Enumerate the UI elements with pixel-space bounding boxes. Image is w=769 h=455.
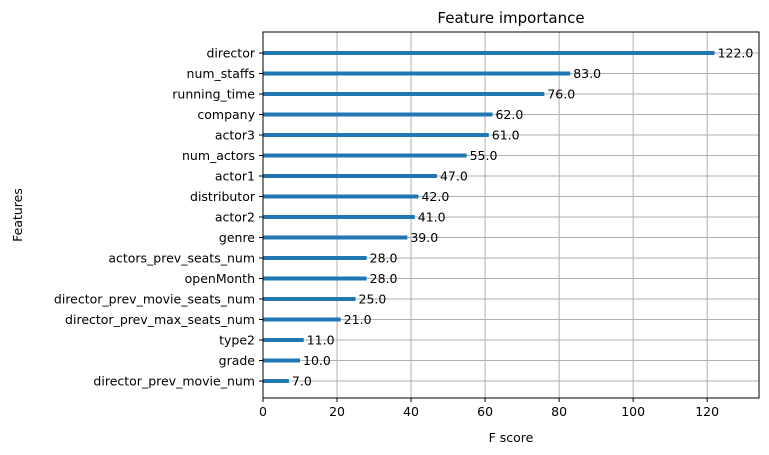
data-label: 7.0 — [292, 374, 312, 389]
bars — [263, 51, 715, 383]
x-axis-ticks: 0 20 40 60 80 100 120 — [259, 398, 719, 419]
bar-director_prev_movie_seats_num — [263, 297, 356, 301]
data-labels: 122.0 83.0 76.0 62.0 61.0 55.047.0 42.0 41.0 39.… — [292, 46, 754, 389]
data-label: 41.0 — [418, 210, 446, 225]
x-axis-label: F score — [489, 430, 534, 445]
data-label: 28.0 — [370, 251, 398, 266]
data-label: 28.0 — [370, 271, 398, 286]
data-label: 76.0 — [547, 87, 575, 102]
bar-director_prev_max_seats_num — [263, 317, 341, 322]
y-tick-label: company — [197, 107, 255, 122]
plot-frame — [262, 31, 760, 399]
y-tick-label: actor1 — [215, 169, 255, 184]
y-tick-label: type2 — [219, 333, 255, 348]
x-tick-label: 0 — [259, 404, 267, 419]
bar-distributor — [263, 194, 419, 199]
data-label: 62.0 — [495, 107, 523, 122]
chart-title: Feature importance — [437, 9, 584, 27]
y-tick-label: grade — [219, 353, 256, 368]
bar-actor2 — [263, 215, 415, 219]
y-tick-label: actors_prev_seats_num — [108, 251, 255, 266]
data-label: 55.0 — [470, 148, 498, 163]
data-label: 61.0 — [492, 128, 520, 143]
data-label: 122.0 — [718, 46, 754, 61]
y-tick-label: actor3 — [215, 128, 255, 143]
y-tick-label: distributor — [190, 189, 256, 204]
y-axis-label: Features — [10, 188, 25, 242]
y-tick-label: director_prev_max_seats_num — [65, 312, 255, 327]
data-label: 42.0 — [421, 189, 449, 204]
y-tick-label: num_actors — [182, 148, 255, 163]
bar-num_actors — [263, 153, 467, 158]
data-label: 83.0 — [573, 66, 601, 81]
data-label: 10.0 — [303, 353, 331, 368]
bar-genre — [263, 235, 408, 240]
y-tick-label: director — [206, 46, 255, 61]
bar-num_staffs — [263, 71, 571, 76]
bar-director_prev_movie_num — [263, 379, 289, 383]
y-tick-label: genre — [219, 230, 255, 245]
x-tick-label: 80 — [551, 404, 567, 419]
y-tick-label: running_time — [172, 87, 255, 102]
bar-grade — [263, 358, 301, 363]
x-tick-label: 60 — [477, 404, 493, 419]
x-tick-label: 20 — [329, 404, 345, 419]
y-tick-label: num_staffs — [187, 66, 255, 81]
bar-openMonth — [263, 276, 367, 281]
bar-actor3 — [263, 133, 489, 137]
x-tick-label: 40 — [403, 404, 419, 419]
data-label: 11.0 — [307, 333, 335, 348]
bar-type2 — [263, 338, 304, 342]
bar-actors_prev_seats_num — [263, 256, 367, 260]
bar-running_time — [263, 92, 545, 96]
data-label: 39.0 — [410, 230, 438, 245]
bar-director — [263, 51, 715, 55]
y-tick-label: director_prev_movie_num — [93, 374, 255, 389]
data-label: 21.0 — [344, 312, 372, 327]
x-tick-label: 120 — [695, 404, 719, 419]
data-label: 47.0 — [440, 169, 468, 184]
bar-actor1 — [263, 174, 437, 178]
y-tick-label: openMonth — [185, 271, 255, 286]
bar-company — [263, 112, 493, 117]
y-tick-label: actor2 — [215, 210, 255, 225]
data-label: 25.0 — [359, 292, 387, 307]
y-tick-label: director_prev_movie_seats_num — [54, 292, 255, 307]
x-tick-label: 100 — [621, 404, 645, 419]
